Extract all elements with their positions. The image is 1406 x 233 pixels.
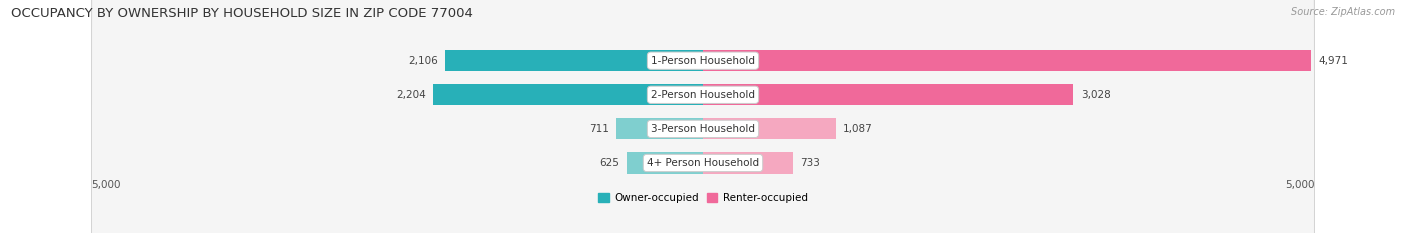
- Text: 733: 733: [800, 158, 820, 168]
- Text: 4,971: 4,971: [1319, 56, 1348, 66]
- Text: 3-Person Household: 3-Person Household: [651, 124, 755, 134]
- Bar: [703, 50, 1310, 71]
- Bar: [433, 84, 703, 105]
- FancyBboxPatch shape: [91, 0, 1315, 233]
- FancyBboxPatch shape: [91, 0, 1315, 233]
- Bar: [627, 152, 703, 174]
- Text: 3,028: 3,028: [1081, 90, 1111, 100]
- FancyBboxPatch shape: [91, 0, 1315, 233]
- Text: Source: ZipAtlas.com: Source: ZipAtlas.com: [1291, 7, 1395, 17]
- Bar: [703, 118, 837, 140]
- Bar: [446, 50, 703, 71]
- Text: 2,106: 2,106: [408, 56, 439, 66]
- Bar: [703, 84, 1073, 105]
- Bar: [616, 118, 703, 140]
- Text: 1,087: 1,087: [844, 124, 873, 134]
- Text: 2-Person Household: 2-Person Household: [651, 90, 755, 100]
- Text: OCCUPANCY BY OWNERSHIP BY HOUSEHOLD SIZE IN ZIP CODE 77004: OCCUPANCY BY OWNERSHIP BY HOUSEHOLD SIZE…: [11, 7, 474, 20]
- Legend: Owner-occupied, Renter-occupied: Owner-occupied, Renter-occupied: [595, 189, 811, 207]
- Text: 5,000: 5,000: [91, 180, 121, 190]
- Text: 2,204: 2,204: [396, 90, 426, 100]
- Text: 711: 711: [589, 124, 609, 134]
- Text: 4+ Person Household: 4+ Person Household: [647, 158, 759, 168]
- Text: 5,000: 5,000: [1285, 180, 1315, 190]
- Bar: [703, 152, 793, 174]
- Text: 625: 625: [599, 158, 619, 168]
- FancyBboxPatch shape: [91, 0, 1315, 233]
- Text: 1-Person Household: 1-Person Household: [651, 56, 755, 66]
